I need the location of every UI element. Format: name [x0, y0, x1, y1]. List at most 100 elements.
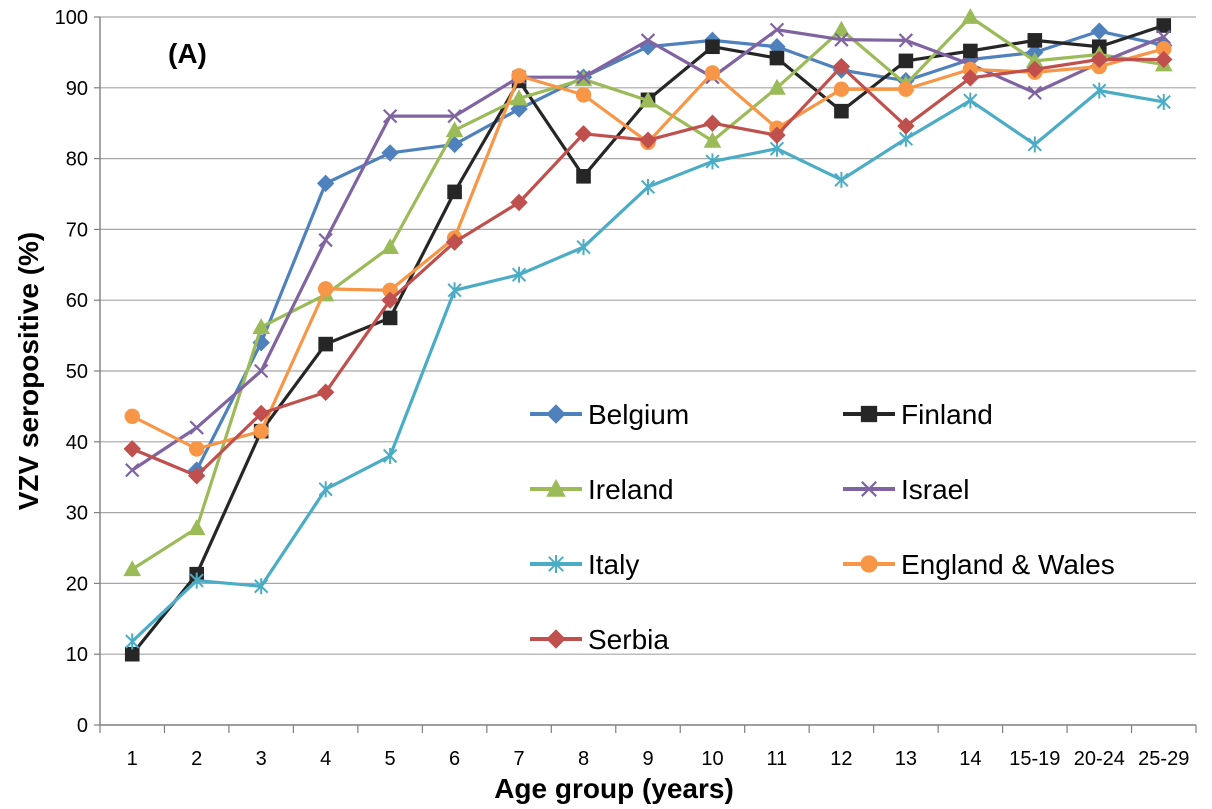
legend-label: Italy: [588, 549, 639, 580]
x-tick-label: 25-29: [1138, 748, 1189, 770]
data-point-serbia: [639, 131, 657, 149]
y-tick-label: 80: [66, 149, 88, 171]
data-point-serbia: [574, 125, 593, 143]
data-point-italy: [383, 447, 398, 464]
y-tick-label: 50: [66, 361, 88, 383]
panel-label: (A): [168, 38, 207, 69]
legend-entry-england-wales: England & Wales: [843, 549, 1115, 580]
x-tick-label: 9: [642, 748, 653, 770]
x-tick-label: 3: [256, 748, 267, 770]
x-tick-label: 14: [959, 748, 981, 770]
data-point-ireland: [187, 519, 206, 536]
y-tick-label: 90: [66, 78, 88, 100]
data-point-israel: [253, 363, 269, 379]
series-line-belgium: [195, 29, 1165, 471]
data-point-serbia: [1026, 60, 1044, 79]
data-point-finland: [447, 184, 462, 200]
legend: Belgium Finland Ireland Israel Italy England …: [530, 399, 1115, 655]
data-point-finland: [963, 43, 978, 59]
data-point-serbia: [316, 383, 335, 401]
legend-marker: [860, 555, 878, 573]
data-point-serbia: [961, 69, 980, 87]
data-point-italy: [576, 239, 591, 256]
data-point-belgium: [1090, 22, 1109, 40]
data-point-serbia: [381, 291, 399, 309]
data-point-ireland: [445, 121, 464, 138]
data-point-serbia: [1090, 50, 1109, 69]
data-point-israel: [1156, 29, 1171, 45]
x-tick-label: 5: [385, 748, 396, 770]
marker-stroke: [576, 70, 591, 85]
data-point-ireland: [961, 7, 980, 24]
marker-stroke: [898, 33, 914, 48]
data-point-ireland: [768, 78, 786, 95]
data-point-italy: [318, 481, 333, 498]
y-tick-label: 100: [55, 7, 88, 29]
data-point-italy: [834, 171, 849, 188]
data-point-ireland: [510, 89, 528, 106]
marker-stroke: [189, 420, 204, 435]
data-point-israel: [382, 108, 398, 124]
marker-stroke: [1156, 29, 1171, 45]
data-point-italy: [511, 266, 527, 283]
marker-stroke: [447, 108, 462, 124]
series-serbia: [123, 50, 1173, 485]
marker-stroke: [382, 108, 398, 124]
x-tick-label: 13: [895, 748, 917, 770]
data-point-england-wales: [704, 65, 721, 81]
legend-entry-serbia: Serbia: [530, 624, 669, 655]
data-point-italy: [705, 153, 720, 170]
y-tick-label: 10: [66, 644, 88, 666]
data-point-israel: [447, 108, 462, 124]
data-point-ireland: [703, 131, 722, 148]
legend-marker: [860, 405, 878, 423]
marker-stroke: [125, 462, 140, 478]
x-tick-label: 8: [578, 748, 589, 770]
y-axis-title: VZV seropositive (%): [13, 232, 44, 511]
data-point-england-wales: [317, 281, 334, 297]
data-point-israel: [1027, 85, 1043, 100]
x-tick-label: 1: [127, 748, 138, 770]
data-point-israel: [189, 420, 204, 435]
data-point-finland: [898, 53, 914, 69]
x-tick-label: 15-19: [1009, 748, 1060, 770]
data-point-serbia: [897, 117, 915, 135]
data-point-finland: [382, 310, 398, 326]
marker-stroke: [640, 33, 656, 48]
y-tick-label: 0: [77, 715, 88, 737]
data-point-italy: [1156, 93, 1171, 110]
x-tick-label: 20-24: [1074, 748, 1125, 770]
data-point-serbia: [187, 467, 206, 485]
data-point-ireland: [123, 560, 142, 577]
data-point-italy: [254, 578, 269, 595]
data-point-italy: [640, 178, 656, 195]
data-point-ireland: [381, 238, 399, 254]
legend-marker: [546, 478, 566, 497]
legend-marker: [548, 555, 564, 573]
data-point-serbia: [123, 440, 141, 458]
marker-stroke: [861, 481, 877, 497]
data-point-belgium: [381, 144, 399, 162]
data-point-finland: [1027, 33, 1043, 48]
data-point-serbia: [768, 126, 786, 144]
data-point-italy: [447, 282, 462, 299]
data-point-ireland: [832, 20, 851, 37]
legend-label: Serbia: [588, 624, 669, 655]
legend-entry-finland: Finland: [843, 399, 993, 430]
data-point-israel: [318, 232, 333, 248]
legend-label: Belgium: [588, 399, 689, 430]
data-point-italy: [963, 92, 978, 109]
y-tick-label: 70: [66, 219, 88, 241]
legend-entry-ireland: Ireland: [530, 474, 674, 505]
marker-stroke: [318, 232, 333, 248]
legend-label: Finland: [901, 399, 993, 430]
data-point-israel: [640, 33, 656, 48]
legend-label: Israel: [901, 474, 969, 505]
data-point-finland: [769, 50, 785, 66]
data-point-finland: [1156, 18, 1172, 33]
data-point-england-wales: [124, 408, 140, 425]
x-tick-label: 7: [513, 748, 524, 770]
